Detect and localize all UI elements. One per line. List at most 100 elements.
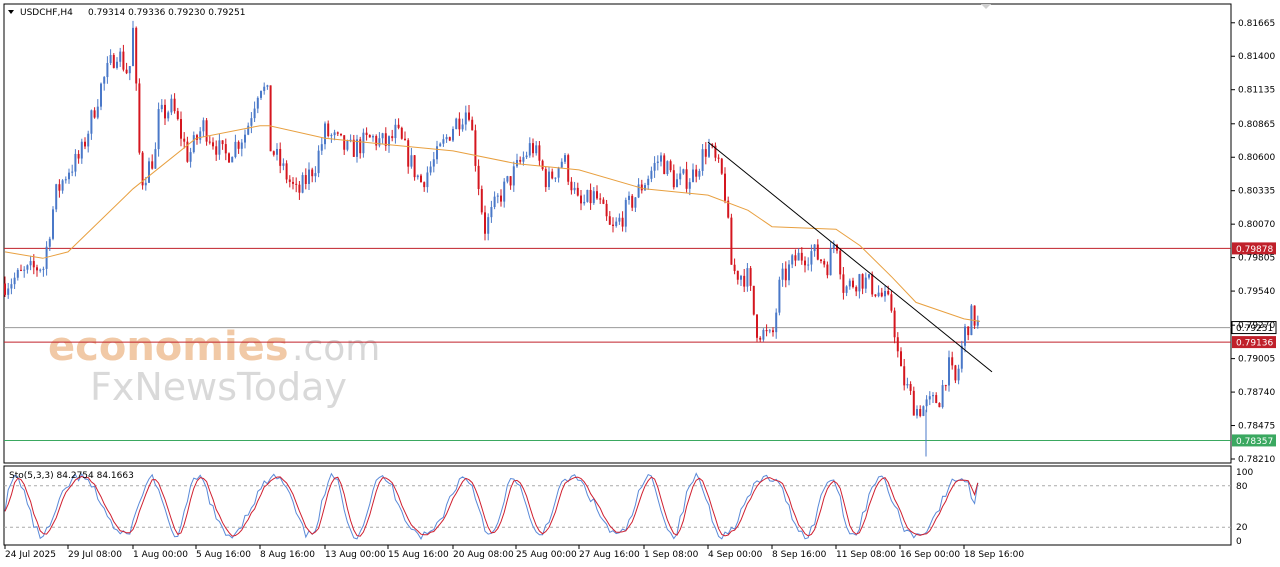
- bull-candle: [260, 91, 262, 98]
- shift-marker-icon[interactable]: [981, 4, 991, 9]
- bull-candle: [496, 195, 499, 197]
- bull-candle: [592, 191, 595, 204]
- bear-candle: [304, 175, 307, 184]
- price-tick-label: 0.80600: [1238, 153, 1275, 163]
- bear-candle: [359, 139, 362, 154]
- bull-candle: [746, 268, 749, 287]
- bull-candle: [615, 221, 618, 226]
- bull-candle: [960, 345, 963, 369]
- watermark-fxnewstoday: FxNewsToday: [90, 365, 347, 409]
- bull-candle: [528, 143, 531, 156]
- bull-candle: [61, 180, 64, 191]
- bear-candle: [391, 136, 394, 139]
- bull-candle: [16, 269, 19, 278]
- bear-candle: [295, 183, 298, 185]
- bull-candle: [455, 118, 458, 129]
- bull-candle: [884, 290, 886, 297]
- stoch-tick-label: 20: [1236, 523, 1248, 533]
- bull-candle: [202, 120, 205, 132]
- symbol-label: USDCHF,H4: [20, 8, 73, 18]
- bear-candle: [672, 170, 675, 188]
- bear-candle: [839, 250, 842, 275]
- bull-candle: [388, 136, 390, 146]
- bull-candle: [503, 181, 506, 202]
- bull-candle: [506, 176, 509, 182]
- bear-candle: [951, 357, 954, 366]
- price-tick-label: 0.81400: [1238, 52, 1275, 62]
- bear-candle: [404, 138, 406, 141]
- bull-candle: [308, 169, 310, 184]
- stochastic-label: Sto(5,3,3) 84.2754 84.1663: [9, 471, 134, 481]
- bear-candle: [823, 261, 826, 265]
- bear-candle: [272, 151, 275, 155]
- bull-candle: [791, 255, 794, 265]
- bear-candle: [151, 161, 154, 169]
- bull-candle: [218, 140, 221, 155]
- bull-candle: [560, 161, 563, 168]
- bear-candle: [532, 143, 534, 154]
- bull-candle: [68, 172, 70, 180]
- dropdown-arrow-icon[interactable]: [8, 10, 14, 14]
- price-tick-label: 0.79805: [1238, 254, 1275, 264]
- bear-candle: [135, 27, 138, 84]
- time-axis: 24 Jul 2025 29 Jul 08:00 1 Aug 00:00 5 Aug …: [4, 545, 1024, 560]
- price-tick-label: 0.81135: [1238, 86, 1275, 96]
- bull-candle: [240, 142, 243, 149]
- bull-candle: [653, 162, 656, 171]
- bull-candle: [778, 279, 781, 313]
- bear-candle: [880, 292, 883, 297]
- price-tag-support: [1232, 434, 1276, 447]
- bear-candle: [612, 224, 614, 226]
- bear-candle: [730, 217, 733, 265]
- bull-candle: [157, 109, 160, 150]
- price-tag-resistance: [1232, 242, 1276, 255]
- bear-candle: [407, 140, 410, 167]
- bear-candle: [580, 195, 582, 204]
- bear-candle: [509, 176, 512, 186]
- bear-candle: [292, 181, 294, 184]
- bull-candle: [48, 238, 51, 247]
- bear-candle: [596, 191, 598, 199]
- time-tick-label: 24 Jul 2025: [5, 550, 56, 560]
- bull-candle: [231, 156, 234, 163]
- bear-candle: [32, 261, 35, 268]
- bear-candle: [4, 283, 6, 295]
- bear-candle: [861, 274, 864, 289]
- bull-candle: [29, 261, 32, 266]
- price-tick-label: 0.78475: [1238, 422, 1275, 432]
- bear-candle: [608, 216, 611, 225]
- bear-candle: [298, 184, 301, 193]
- bull-candle: [256, 97, 259, 109]
- bull-candle: [445, 137, 448, 140]
- price-axis: 0.81665 0.81400 0.81135 0.80865 0.80600 0.803…: [1231, 19, 1275, 465]
- bear-candle: [279, 148, 282, 166]
- bull-candle: [877, 292, 880, 297]
- bear-candle: [765, 330, 768, 332]
- bear-candle: [714, 145, 717, 158]
- bull-candle: [416, 175, 419, 178]
- bear-candle: [221, 140, 224, 145]
- bear-candle: [237, 141, 240, 149]
- price-tag-label: 0.79136: [1236, 339, 1273, 349]
- bull-candle: [762, 330, 765, 340]
- bull-candle: [234, 141, 237, 157]
- bull-candle: [516, 159, 518, 167]
- downtrend-line[interactable]: [707, 141, 993, 373]
- bull-candle: [644, 185, 646, 191]
- bear-candle: [93, 110, 96, 118]
- bull-candle: [941, 385, 944, 408]
- watermark-dotcom: .com: [292, 328, 380, 369]
- bear-candle: [804, 260, 806, 266]
- bear-candle: [343, 135, 346, 150]
- bull-candle: [442, 139, 445, 144]
- time-tick-label: 11 Sep 08:00: [836, 550, 896, 560]
- bear-candle: [640, 184, 643, 191]
- price-tick-label: 0.80865: [1238, 120, 1275, 130]
- price-lines: 0.79878 0.79251 0.79136 0.78357: [4, 242, 1277, 447]
- time-tick-label: 13 Aug 00:00: [325, 550, 386, 560]
- bull-candle: [26, 265, 29, 270]
- bear-candle: [871, 274, 874, 295]
- bear-candle: [909, 384, 912, 391]
- stoch-tick-label: 0: [1236, 537, 1242, 547]
